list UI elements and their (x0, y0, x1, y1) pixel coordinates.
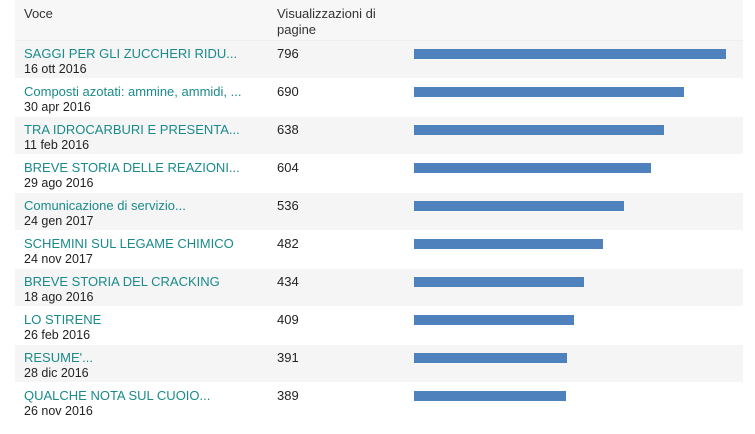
column-header-item: Voce (24, 6, 53, 21)
page-views-count: 690 (277, 84, 299, 99)
page-views-count: 796 (277, 46, 299, 61)
post-title-link[interactable]: SAGGI PER GLI ZUCCHERI RIDU... (24, 46, 238, 61)
page-views-bar (414, 49, 726, 59)
post-title-link[interactable]: Comunicazione di servizio... (24, 198, 186, 213)
post-date: 18 ago 2016 (24, 290, 94, 304)
post-date: 30 apr 2016 (24, 100, 91, 114)
table-row: TRA IDROCARBURI E PRESENTA... 11 feb 2016… (15, 117, 743, 155)
page-views-count: 434 (277, 274, 299, 289)
table-header: Voce Visualizzazioni di pagine (15, 0, 743, 41)
page-views-table: Voce Visualizzazioni di pagine SAGGI PER… (15, 0, 743, 421)
table-row: LO STIRENE 26 feb 2016 409 (15, 307, 743, 345)
page-views-count: 604 (277, 160, 299, 175)
table-row: Comunicazione di servizio... 24 gen 2017 5… (15, 193, 743, 231)
post-title-link[interactable]: TRA IDROCARBURI E PRESENTA... (24, 122, 240, 137)
post-date: 28 dic 2016 (24, 366, 89, 380)
page-views-bar (414, 239, 603, 249)
page-views-bar (414, 391, 566, 401)
post-title-link[interactable]: BREVE STORIA DELLE REAZIONI... (24, 160, 240, 175)
post-date: 26 nov 2016 (24, 404, 93, 418)
table-row: QUALCHE NOTA SUL CUOIO... 26 nov 2016 389 (15, 383, 743, 421)
page-views-bar (414, 353, 567, 363)
page-views-count: 536 (277, 198, 299, 213)
table-row: RESUME'... 28 dic 2016 391 (15, 345, 743, 383)
post-date: 16 ott 2016 (24, 62, 87, 76)
table-row: Composti azotati: ammine, ammidi, ... 30 … (15, 79, 743, 117)
page-views-bar (414, 315, 574, 325)
post-title-link[interactable]: QUALCHE NOTA SUL CUOIO... (24, 388, 211, 403)
page-views-count: 391 (277, 350, 299, 365)
page-views-bar (414, 201, 624, 211)
post-title-link[interactable]: LO STIRENE (24, 312, 102, 327)
post-date: 29 ago 2016 (24, 176, 94, 190)
table-body: SAGGI PER GLI ZUCCHERI RIDU... 16 ott 201… (15, 41, 743, 421)
page-views-bar (414, 87, 684, 97)
table-row: BREVE STORIA DELLE REAZIONI... 29 ago 201… (15, 155, 743, 193)
post-title-link[interactable]: BREVE STORIA DEL CRACKING (24, 274, 220, 289)
page-views-count: 482 (277, 236, 299, 251)
page-views-count: 389 (277, 388, 299, 403)
post-date: 24 gen 2017 (24, 214, 94, 228)
page-views-count: 638 (277, 122, 299, 137)
page-views-bar (414, 125, 664, 135)
table-row: SCHEMINI SUL LEGAME CHIMICO 24 nov 2017 48… (15, 231, 743, 269)
post-title-link[interactable]: Composti azotati: ammine, ammidi, ... (24, 84, 242, 99)
post-title-link[interactable]: RESUME'... (24, 350, 93, 365)
column-header-views: Visualizzazioni di pagine (277, 6, 376, 37)
table-row: BREVE STORIA DEL CRACKING 18 ago 2016 434 (15, 269, 743, 307)
page-views-bar (414, 277, 584, 287)
post-date: 24 nov 2017 (24, 252, 93, 266)
table-row: SAGGI PER GLI ZUCCHERI RIDU... 16 ott 201… (15, 41, 743, 79)
post-date: 11 feb 2016 (24, 138, 90, 152)
post-title-link[interactable]: SCHEMINI SUL LEGAME CHIMICO (24, 236, 234, 251)
post-date: 26 feb 2016 (24, 328, 91, 342)
page-views-bar (414, 163, 651, 173)
page-views-count: 409 (277, 312, 299, 327)
